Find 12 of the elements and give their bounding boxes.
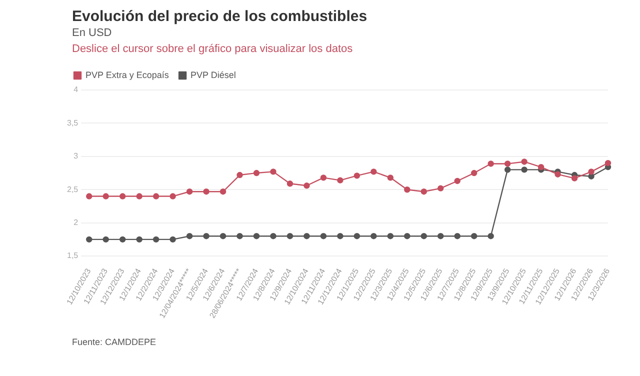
legend-label: PVP Extra y Ecopaís <box>86 70 170 80</box>
legend-label: PVP Diésel <box>190 70 236 80</box>
chart-title: Evolución del precio de los combustibles <box>72 8 368 25</box>
y-tick-label: 1,5 <box>66 251 79 260</box>
text: Deslice el cursor sobre el gráfico para visualizar los datos <box>72 43 354 55</box>
y-tick-label: 4 <box>74 85 79 94</box>
chart-subtitle: En USD <box>72 27 113 39</box>
y-tick-label: 2,5 <box>66 184 79 194</box>
y-tick-label: 3,5 <box>66 118 79 128</box>
source-note: Fuente: CAMDDEPE <box>71 337 158 347</box>
y-tick-label: 2 <box>74 218 79 228</box>
y-tick-label: 3 <box>74 152 79 161</box>
